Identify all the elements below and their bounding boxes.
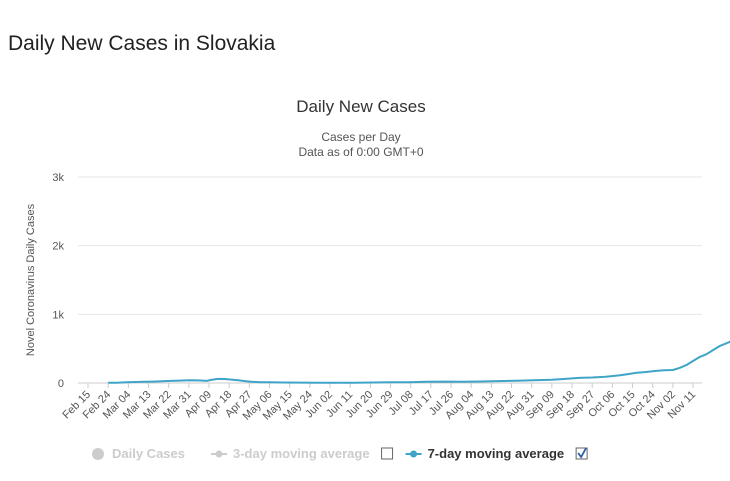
legend-marker-dot: [215, 450, 223, 458]
y-tick-label: 1k: [52, 309, 64, 321]
legend-marker: [92, 448, 104, 460]
y-tick-label: 0: [58, 378, 64, 390]
chart-subtitle-line-1: Cases per Day: [321, 130, 400, 144]
series-line-7-day-moving-average: [108, 340, 730, 384]
grid-layer: [78, 176, 702, 384]
legend-item-daily-cases[interactable]: Daily Cases: [92, 446, 185, 461]
legend-checkbox[interactable]: [381, 447, 394, 460]
y-axis-label: Novel Coronavirus Daily Cases: [25, 203, 37, 356]
legend-label: 3-day moving average: [233, 446, 370, 461]
y-tick-label: 2k: [52, 241, 64, 253]
chart-subtitle-line-2: Data as of 0:00 GMT+0: [298, 145, 423, 159]
legend-label: 7-day moving average: [428, 446, 565, 461]
chart-title: Daily New Cases: [296, 97, 425, 116]
page-title: Daily New Cases in Slovakia: [8, 32, 276, 55]
legend-label: Daily Cases: [112, 446, 185, 461]
legend-checkbox[interactable]: [575, 447, 588, 460]
legend: Daily Cases 3-day moving average 7-day mov…: [92, 446, 588, 461]
legend-item-3-day-moving-average[interactable]: 3-day moving average: [211, 446, 394, 461]
y-tick-label: 3k: [52, 172, 64, 184]
y-tick-layer: 0 1k 2k 3k: [52, 172, 64, 390]
checkmark-icon: [577, 447, 587, 459]
legend-marker-dot: [410, 450, 418, 458]
series-layer: [108, 340, 730, 384]
legend-item-7-day-moving-average[interactable]: 7-day moving average: [405, 446, 588, 461]
